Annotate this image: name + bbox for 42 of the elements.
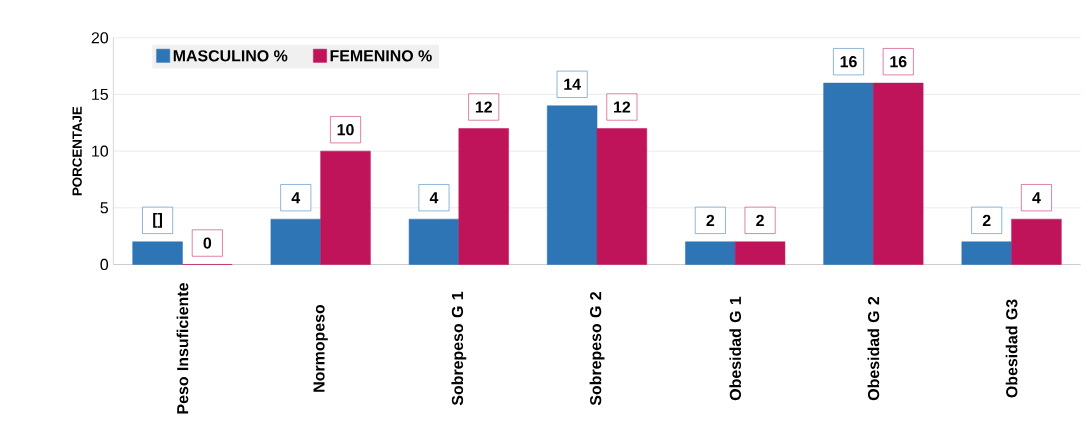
y-axis-title: PORCENTAJE: [72, 106, 82, 196]
data-label: 12: [614, 101, 631, 113]
legend-label: FEMENINO %: [330, 50, 432, 62]
data-label: []: [153, 212, 162, 228]
data-label: 10: [337, 124, 354, 136]
data-label: 0: [203, 237, 212, 249]
x-tick-label: Obesidad G 2: [867, 296, 880, 401]
bar: [1011, 218, 1062, 265]
bar: [823, 82, 874, 265]
data-label: 2: [756, 214, 764, 226]
data-label: 2: [982, 214, 991, 226]
y-tick-label: 20: [91, 32, 109, 44]
data-label: 4: [429, 192, 439, 204]
bar: [132, 241, 183, 265]
y-tick-label: 15: [92, 88, 108, 100]
bar: [685, 241, 736, 265]
bar: [458, 128, 509, 265]
y-tick-label: 10: [92, 145, 109, 157]
data-label: 4: [291, 192, 301, 204]
x-tick-label: Sobrepeso G 1: [451, 291, 467, 406]
bar: [270, 218, 321, 265]
legend-label: MASCULINO %: [173, 50, 288, 62]
data-label: 16: [890, 56, 907, 68]
x-tick-label: Peso Insuficiente: [176, 283, 189, 414]
y-tick-label: 0: [100, 258, 109, 271]
data-label: 2: [706, 214, 715, 226]
x-tick-label: Sobrepeso G 2: [589, 292, 605, 406]
bar: [408, 218, 460, 265]
bar: [320, 150, 371, 265]
x-tick-label: Obesidad G 1: [729, 296, 742, 401]
data-label: 12: [475, 101, 492, 113]
x-tick-label: Normopeso: [313, 304, 328, 392]
bar: [596, 128, 648, 265]
data-label: 4: [1032, 192, 1041, 204]
bar: [547, 105, 598, 265]
bar: [734, 241, 786, 265]
data-label: 14: [564, 78, 581, 90]
bar: [873, 82, 924, 265]
bar: [961, 241, 1012, 265]
y-tick-label: 5: [100, 202, 108, 214]
x-tick-label: Obesidad G3: [1005, 299, 1018, 398]
data-label: 16: [840, 56, 857, 68]
